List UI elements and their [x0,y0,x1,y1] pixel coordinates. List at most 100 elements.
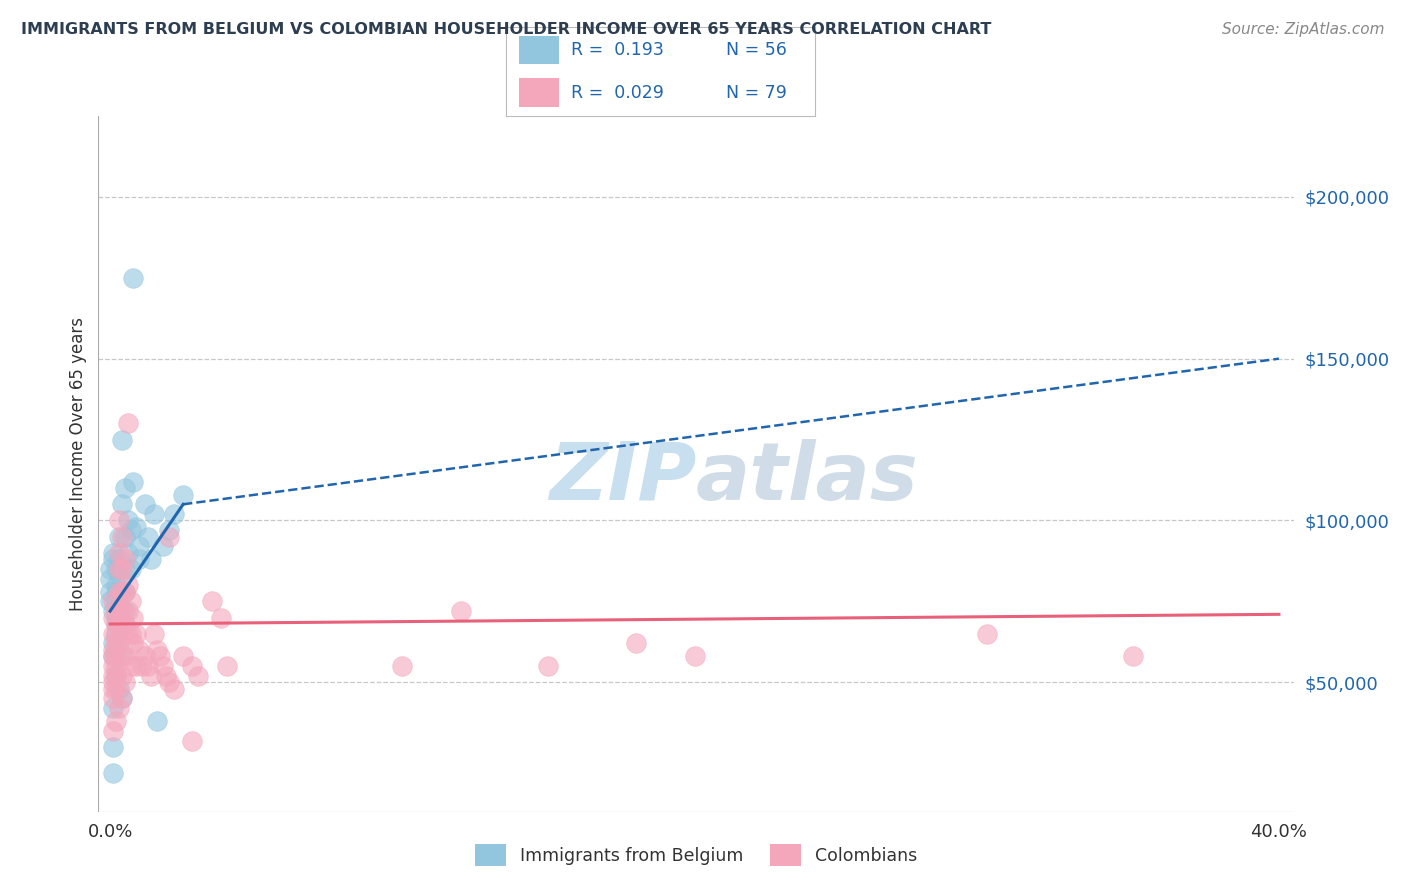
Point [120,523,142,537]
Point [136,659,159,673]
Point [142,626,165,640]
Point [108,546,131,560]
Point [101,636,124,650]
Point [111,691,134,706]
Point [104,578,127,592]
Point [139,669,162,683]
Point [117,604,139,618]
Point [114,530,136,544]
Point [1122,649,1144,664]
Point [114,604,136,618]
Point [111,584,134,599]
Text: N = 56: N = 56 [725,41,786,59]
Point [114,617,136,632]
Point [114,584,136,599]
Point [215,659,238,673]
Point [101,546,124,560]
Point [136,530,159,544]
Point [101,643,124,657]
Point [104,617,127,632]
Point [111,626,134,640]
Point [157,523,180,537]
Point [108,568,131,582]
Point [181,659,204,673]
Point [125,520,148,534]
Text: Source: ZipAtlas.com: Source: ZipAtlas.com [1222,22,1385,37]
Point [163,507,186,521]
Point [152,659,174,673]
Point [104,714,127,728]
Point [108,701,131,715]
Point [128,643,150,657]
Point [101,659,124,673]
Point [114,552,136,566]
Point [101,552,124,566]
Point [101,604,124,618]
Point [120,659,142,673]
Point [101,649,124,664]
Point [201,594,224,608]
Point [108,530,131,544]
Point [111,669,134,683]
Point [101,675,124,690]
Point [101,765,124,780]
Point [104,636,127,650]
Point [114,562,136,576]
Point [120,562,142,576]
Point [104,681,127,696]
Point [122,636,145,650]
Point [104,649,127,664]
Point [146,714,169,728]
Point [187,669,209,683]
Point [683,649,706,664]
Point [98,562,121,576]
Point [142,507,165,521]
Point [209,610,232,624]
Point [181,733,204,747]
Point [157,675,180,690]
Point [111,691,134,706]
Point [101,610,124,624]
Point [172,649,194,664]
Point [146,643,169,657]
Point [104,669,127,683]
Point [104,617,127,632]
Point [155,669,177,683]
Point [117,626,139,640]
Point [101,723,124,738]
Text: R =  0.029: R = 0.029 [571,84,664,102]
Point [104,604,127,618]
Point [104,659,127,673]
Point [104,626,127,640]
Point [101,739,124,754]
Point [108,584,131,599]
Point [111,649,134,664]
Point [111,604,134,618]
Text: ZIP: ZIP [548,439,696,516]
Point [125,626,148,640]
Point [108,600,131,615]
Point [101,681,124,696]
Point [163,681,186,696]
Point [98,572,121,586]
Point [108,617,131,632]
Point [101,691,124,706]
Point [104,584,127,599]
Point [114,584,136,599]
Point [134,649,156,664]
Point [152,540,174,554]
Point [104,610,127,624]
Point [108,617,131,632]
Point [134,497,156,511]
Point [122,610,145,624]
Point [131,659,153,673]
Point [139,552,162,566]
Point [976,626,998,640]
Point [149,649,172,664]
Point [117,578,139,592]
Point [117,513,139,527]
Point [114,481,136,495]
Point [111,562,134,576]
Point [120,594,142,608]
Point [111,433,134,447]
